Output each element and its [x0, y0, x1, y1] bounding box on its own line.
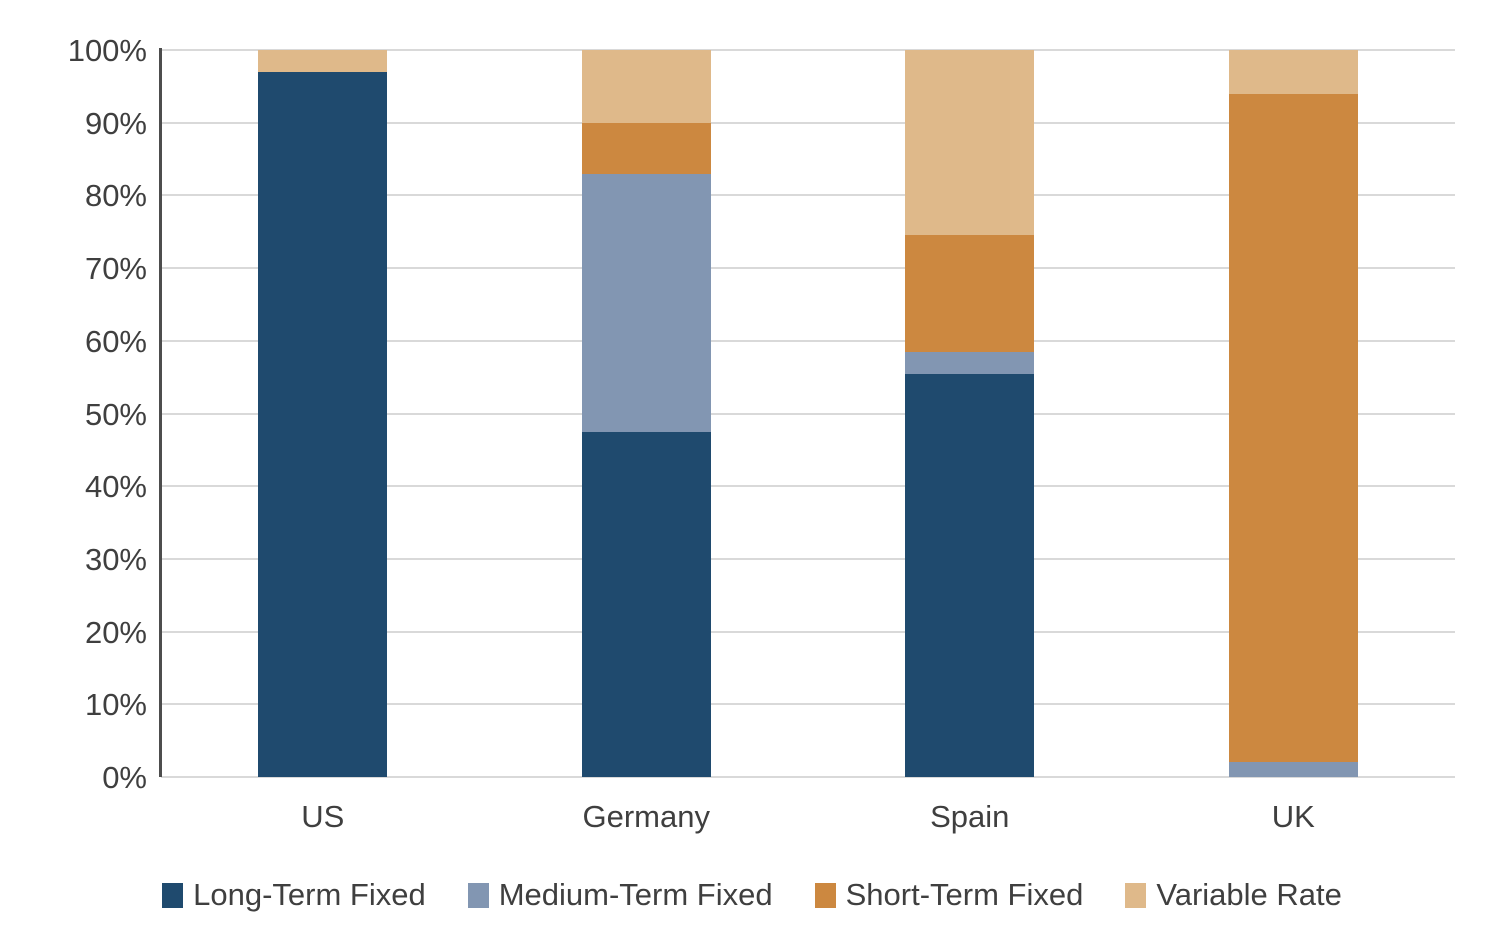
y-tick-label: 0%: [102, 760, 147, 795]
legend-label: Medium-Term Fixed: [498, 877, 773, 912]
bar-slot-US: [161, 50, 485, 777]
y-tick-label: 100%: [67, 33, 147, 68]
legend-item-short-term-fixed: Short-Term Fixed: [814, 877, 1084, 912]
bar-slot-Spain: [808, 50, 1132, 777]
y-tick-label: 80%: [84, 178, 147, 214]
bar-segment-US-variable-rate: [258, 50, 388, 72]
gridline-60%: [161, 339, 1455, 342]
gridline-90%: [161, 121, 1455, 124]
gridline-30%: [161, 557, 1455, 560]
y-tick-label: 90%: [84, 105, 147, 141]
bar-segment-Germany-variable-rate: [581, 50, 711, 123]
bar-segment-Spain-variable-rate: [905, 50, 1035, 236]
y-tick-label: 60%: [84, 323, 147, 359]
y-tick-label: 50%: [84, 396, 147, 432]
y-tick-label: 10%: [84, 687, 147, 723]
gridline-100%: [161, 49, 1455, 51]
bar-UK: [1228, 50, 1358, 777]
legend-label: Short-Term Fixed: [845, 877, 1084, 912]
y-tick-label: 70%: [84, 251, 147, 287]
bar-segment-Germany-medium-term-fixed: [581, 173, 711, 432]
x-tick-label-Spain: Spain: [930, 799, 1010, 834]
legend-item-long-term-fixed: Long-Term Fixed: [162, 878, 426, 912]
bar-segment-US-long-term-fixed: [258, 71, 388, 777]
legend-label: Long-Term Fixed: [193, 877, 426, 912]
bar-slot-Germany: [485, 50, 809, 777]
bar-segment-Germany-short-term-fixed: [581, 122, 711, 174]
bar-Spain: [905, 50, 1035, 777]
legend-swatch-icon: [467, 882, 489, 908]
legend-item-medium-term-fixed: Medium-Term Fixed: [467, 877, 773, 912]
bar-Germany: [581, 50, 711, 777]
x-tick-label-Germany: Germany: [582, 799, 710, 834]
gridline-10%: [161, 703, 1455, 706]
gridline-20%: [161, 630, 1455, 633]
y-tick-label: 30%: [84, 541, 147, 577]
y-tick-label: 40%: [84, 469, 147, 505]
x-tick-label-UK: UK: [1271, 799, 1315, 834]
bar-segment-Spain-short-term-fixed: [905, 235, 1035, 352]
legend-swatch-icon: [1125, 882, 1147, 908]
gridline-70%: [161, 267, 1455, 270]
bar-segment-UK-short-term-fixed: [1228, 93, 1358, 763]
y-axis-line: [159, 48, 162, 777]
gridline-80%: [161, 194, 1455, 197]
legend-swatch-icon: [162, 882, 184, 908]
x-tick-label-US: US: [301, 799, 345, 834]
bar-segment-UK-medium-term-fixed: [1228, 762, 1358, 777]
bar-segment-Germany-long-term-fixed: [581, 431, 711, 777]
gridline-0%: [161, 776, 1455, 778]
x-axis-tick-labels: US Germany Spain UK: [161, 797, 1455, 837]
plot-area: [161, 49, 1455, 778]
legend: Long-Term Fixed Medium-Term Fixed Short-Te…: [0, 878, 1504, 912]
gridline-50%: [161, 412, 1455, 415]
bars-row: [161, 50, 1455, 777]
y-tick-label: 20%: [84, 614, 147, 650]
bar-segment-Spain-medium-term-fixed: [905, 351, 1035, 374]
bar-US: [258, 50, 388, 777]
bar-segment-Spain-long-term-fixed: [905, 373, 1035, 777]
bar-segment-UK-variable-rate: [1228, 50, 1358, 94]
legend-item-variable-rate: Variable Rate: [1125, 878, 1342, 912]
gridline-40%: [161, 485, 1455, 488]
bar-slot-UK: [1132, 50, 1456, 777]
legend-label: Variable Rate: [1156, 877, 1342, 912]
legend-swatch-icon: [814, 882, 836, 908]
